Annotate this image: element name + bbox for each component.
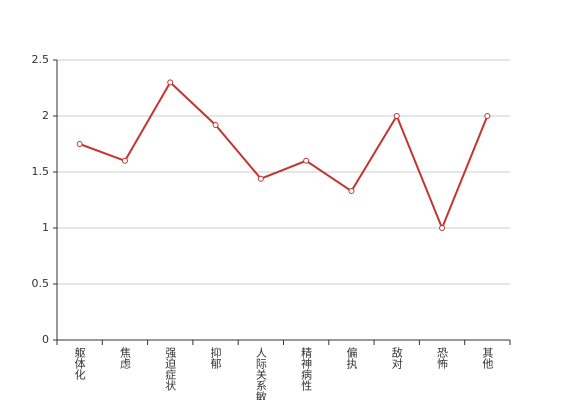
point bbox=[439, 225, 446, 231]
x-tick-label: 精神病性 bbox=[300, 347, 313, 392]
y-tick-label: 2.5 bbox=[32, 53, 50, 66]
x-tick-label: 抑郁 bbox=[209, 346, 222, 369]
y-tick-label: 1.5 bbox=[32, 165, 50, 178]
x-tick-label: 其他 bbox=[481, 347, 494, 369]
x-tick-label: 偏执 bbox=[345, 346, 358, 370]
y-tick-label: 0.5 bbox=[32, 277, 50, 290]
point bbox=[303, 157, 310, 164]
y-tick-label: 0 bbox=[42, 333, 49, 346]
y-tick-label: 1 bbox=[42, 221, 49, 234]
point bbox=[393, 113, 400, 119]
line bbox=[79, 80, 489, 231]
point bbox=[76, 141, 83, 147]
point bbox=[484, 113, 491, 119]
x-tick-label: 强迫症状 bbox=[164, 347, 177, 391]
point bbox=[121, 157, 128, 164]
point bbox=[212, 121, 219, 128]
y-tick-label: 2 bbox=[42, 109, 49, 122]
point bbox=[257, 175, 264, 182]
x-tick-label: 焦虑 bbox=[118, 347, 131, 369]
x-tick-label: 敌对 bbox=[390, 346, 403, 369]
x-tick-label: 躯体化 bbox=[73, 347, 86, 381]
x-tick-label: 恐怖 bbox=[436, 347, 449, 369]
point bbox=[167, 79, 174, 86]
x-tick-label: 人际关系敏感 bbox=[254, 347, 267, 400]
point bbox=[348, 188, 355, 195]
